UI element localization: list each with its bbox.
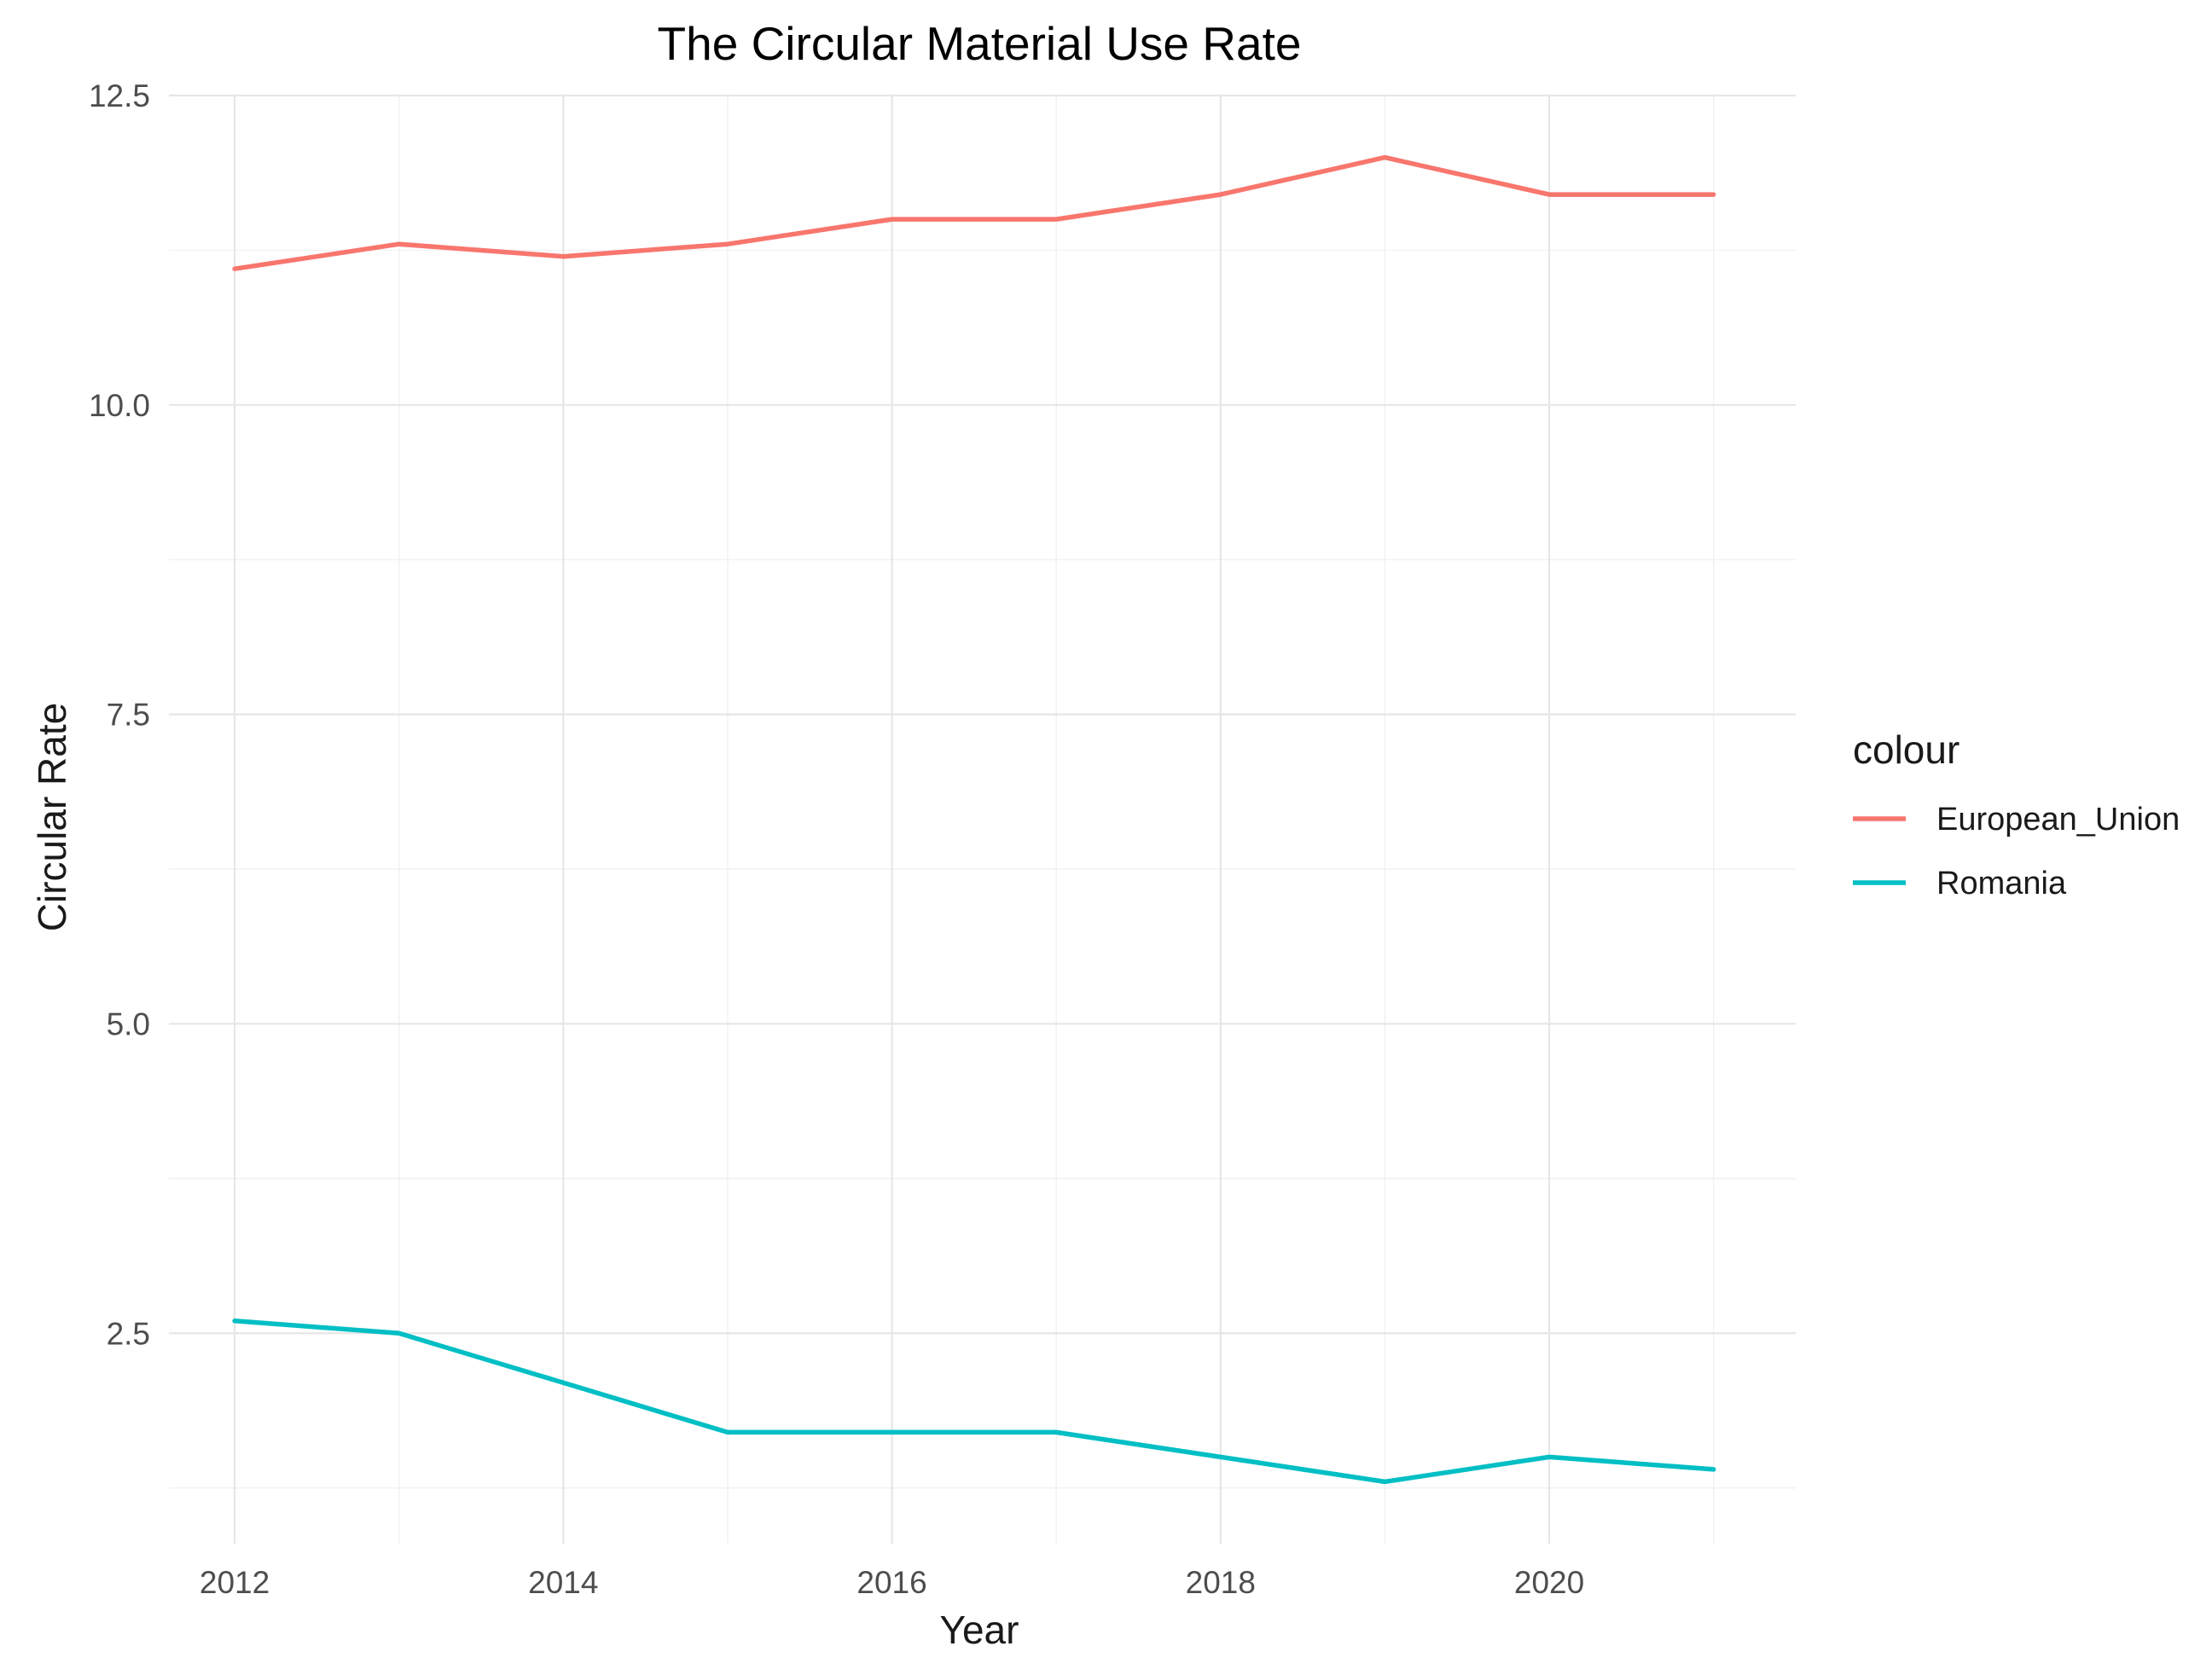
y-axis-title: Circular Rate: [30, 703, 74, 931]
y-tick-label: 5.0: [107, 1006, 150, 1041]
legend-title: colour: [1853, 727, 1959, 772]
y-tick-label: 7.5: [107, 698, 150, 733]
x-tick-label: 2016: [856, 1565, 926, 1600]
x-tick-label: 2020: [1514, 1565, 1584, 1600]
legend-label-european-union: European_Union: [1936, 802, 2180, 838]
legend-items: European_Union Romania: [1853, 802, 2180, 901]
x-axis-title: Year: [940, 1608, 1019, 1652]
y-tick-label: 10.0: [89, 388, 150, 423]
series-lines: [232, 154, 1716, 1485]
x-tick-label: 2012: [200, 1565, 270, 1600]
y-axis-tick-labels: 2.5 5.0 7.5 10.0 12.5: [89, 78, 150, 1351]
x-tick-label: 2014: [528, 1565, 598, 1600]
series-line-european-union: [232, 154, 1716, 271]
series-line-romania: [232, 1319, 1716, 1485]
chart-title: The Circular Material Use Rate: [658, 17, 1302, 70]
x-tick-label: 2018: [1186, 1565, 1256, 1600]
major-gridlines: [169, 94, 1796, 1544]
minor-gridlines: [169, 96, 1796, 1544]
y-tick-label: 12.5: [89, 78, 150, 113]
legend: colour European_Union Romania: [1853, 727, 2180, 901]
legend-label-romania: Romania: [1936, 866, 2067, 901]
legend-item-romania: Romania: [1853, 866, 2067, 901]
legend-item-european-union: European_Union: [1853, 802, 2180, 838]
x-axis-tick-labels: 2012 2014 2016 2018 2020: [200, 1565, 1584, 1600]
y-tick-label: 2.5: [107, 1316, 150, 1351]
